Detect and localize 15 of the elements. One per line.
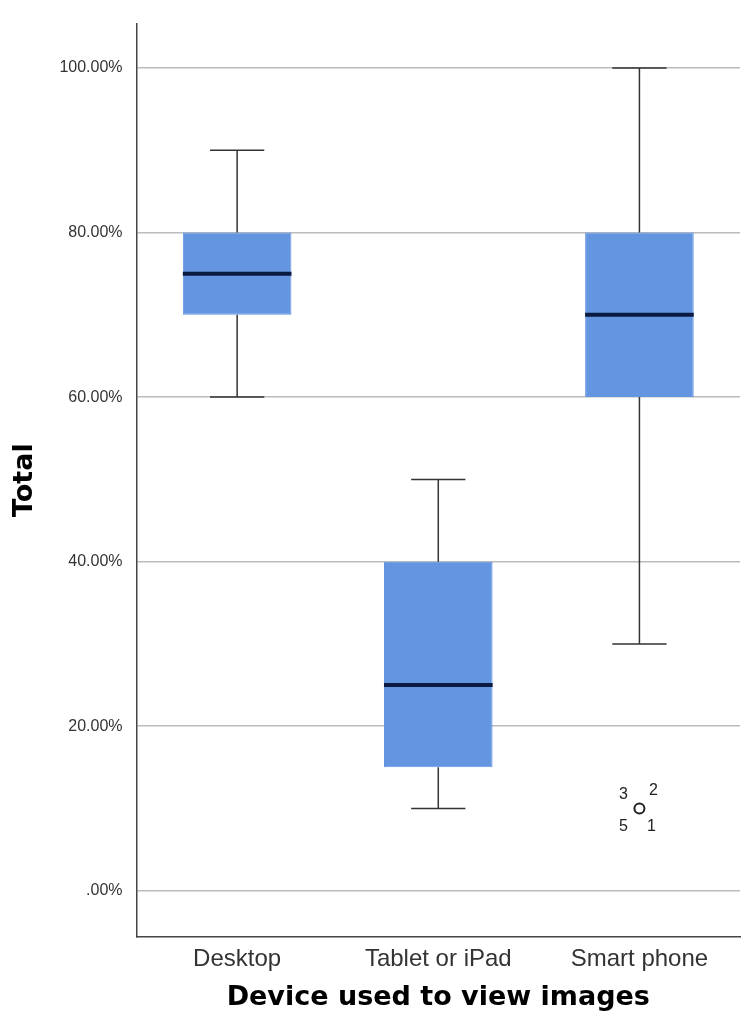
annotation: 5: [618, 816, 628, 834]
y-tick-label: 100.00%: [59, 58, 123, 76]
y-tick-label: 60.00%: [68, 387, 123, 405]
annotation: 3: [618, 784, 628, 802]
annotation: 1: [646, 816, 656, 834]
annotation: 2: [648, 780, 658, 798]
x-tick-label: Tablet or iPad: [364, 943, 512, 971]
y-axis-title: Total: [7, 443, 39, 518]
x-tick-label: Desktop: [193, 943, 282, 971]
x-axis-title: Device used to view images: [226, 979, 650, 1011]
x-tick-label: Smart phone: [570, 943, 709, 971]
y-tick-label: 40.00%: [68, 552, 123, 570]
y-tick-label: 20.00%: [68, 716, 123, 734]
y-tick-label: .00%: [86, 881, 123, 899]
y-tick-label: 80.00%: [68, 222, 123, 240]
